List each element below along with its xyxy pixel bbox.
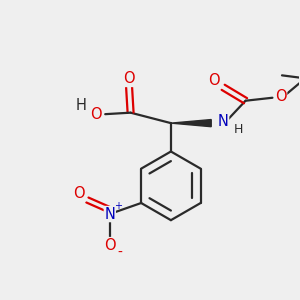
Text: O: O bbox=[275, 89, 286, 104]
Text: O: O bbox=[208, 73, 220, 88]
Text: O: O bbox=[90, 107, 101, 122]
Polygon shape bbox=[171, 119, 211, 127]
Text: N: N bbox=[218, 114, 229, 129]
Text: O: O bbox=[74, 186, 85, 201]
Text: O: O bbox=[104, 238, 116, 253]
Text: N: N bbox=[104, 207, 115, 222]
Text: O: O bbox=[123, 71, 135, 86]
Text: H: H bbox=[75, 98, 86, 113]
Text: -: - bbox=[117, 246, 122, 260]
Text: H: H bbox=[233, 123, 243, 136]
Text: +: + bbox=[114, 201, 122, 211]
